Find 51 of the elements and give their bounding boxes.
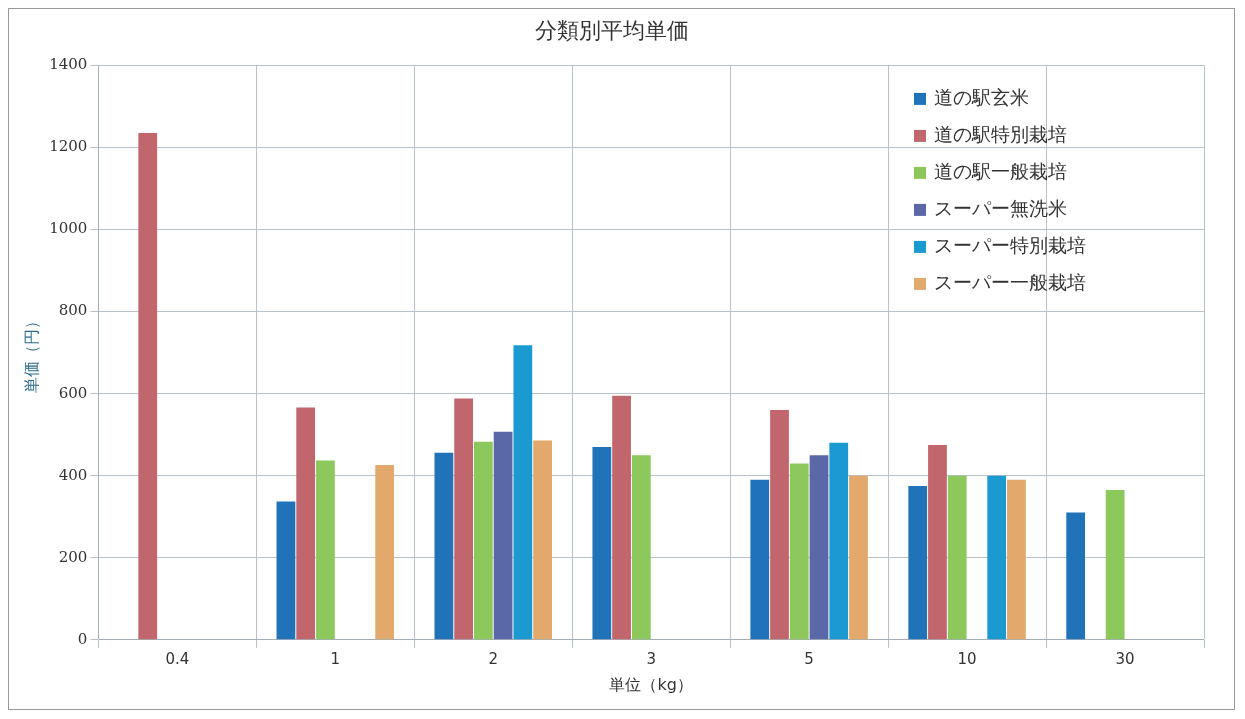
legend-label: スーパー特別栽培 [934,233,1086,256]
x-tick-label: 0.4 [165,649,190,668]
bar [296,407,316,640]
bar [592,446,612,640]
x-tick-label: 30 [1115,649,1135,668]
y-tick-label: 1000 [49,219,88,238]
bar [434,452,454,640]
bar [138,133,158,640]
bar [770,410,789,640]
legend-label: スーパー無洗米 [934,196,1067,219]
x-tick-label: 2 [488,649,499,668]
bar [908,485,928,640]
bar [987,475,1007,640]
bar [829,442,849,640]
x-tick-label: 10 [957,649,977,668]
y-tick-label: 1200 [49,137,88,156]
bar [533,440,552,640]
bar [473,441,493,640]
bar [513,345,533,640]
legend-label: 道の駅特別栽培 [934,122,1067,145]
y-tick-label: 400 [58,465,88,484]
y-tick-label: 1400 [49,55,88,74]
bar [1007,479,1026,640]
bar [1066,512,1086,640]
x-tick-label: 1 [330,649,341,668]
bar [454,398,473,640]
bar [493,431,513,640]
bar [631,455,651,640]
x-tick-label: 3 [646,649,656,668]
legend-label: 道の駅一般栽培 [934,159,1067,182]
y-tick-label: 600 [58,383,88,402]
bar [947,475,967,640]
x-axis-title: 単位（kg） [609,674,693,694]
bar [316,460,335,640]
legend-label: スーパー一般栽培 [934,270,1086,293]
bar [849,475,868,640]
bar [809,455,829,640]
bar [1105,490,1125,640]
bar [928,444,947,640]
bar [789,463,809,640]
x-tick-label: 5 [804,649,814,668]
legend-label: 道の駅玄米 [934,85,1029,108]
bar [375,465,395,640]
bar [612,395,631,640]
bar [750,479,770,640]
y-tick-label: 800 [58,301,88,320]
y-tick-label: 200 [58,547,88,566]
y-axis-title: 単価（円） [21,312,41,393]
bar [276,501,296,640]
chart-title: 分類別平均単価 [534,17,689,43]
y-tick-label: 0 [77,629,88,648]
